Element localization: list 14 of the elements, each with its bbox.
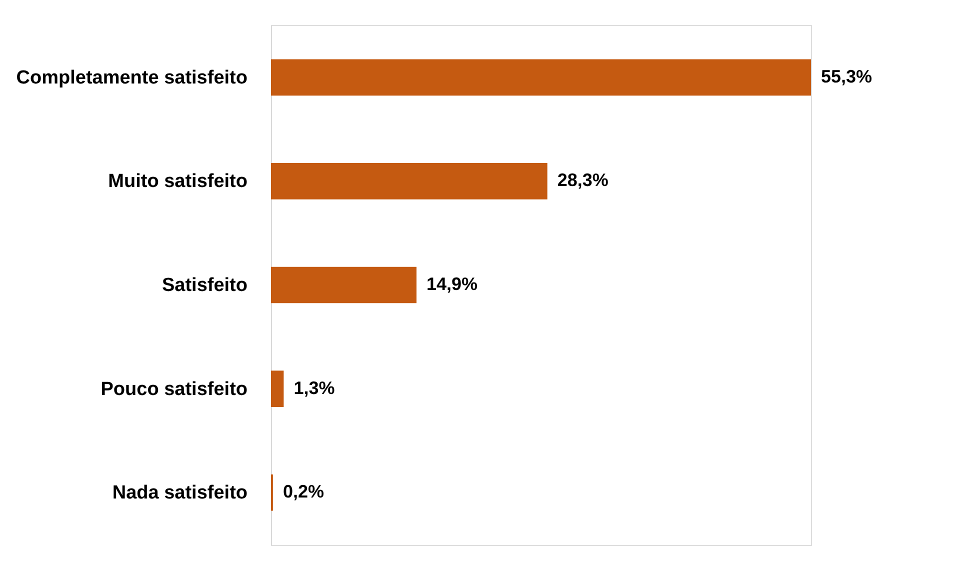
y-tick-label: Completamente satisfeito bbox=[16, 67, 248, 88]
data-label: 1,3% bbox=[294, 378, 335, 398]
data-label: 55,3% bbox=[821, 66, 872, 86]
y-tick-label: Nada satisfeito bbox=[112, 482, 248, 504]
data-label: 14,9% bbox=[426, 274, 478, 294]
bar bbox=[271, 59, 811, 96]
bar bbox=[271, 163, 548, 200]
bar bbox=[271, 370, 284, 407]
y-tick-label: Satisfeito bbox=[162, 275, 248, 296]
y-tick-label: Muito satisfeito bbox=[108, 171, 248, 192]
data-label: 28,3% bbox=[557, 170, 608, 190]
data-label: 0,2% bbox=[282, 482, 324, 502]
y-tick-label: Pouco satisfeito bbox=[100, 378, 248, 400]
bar bbox=[271, 266, 416, 304]
